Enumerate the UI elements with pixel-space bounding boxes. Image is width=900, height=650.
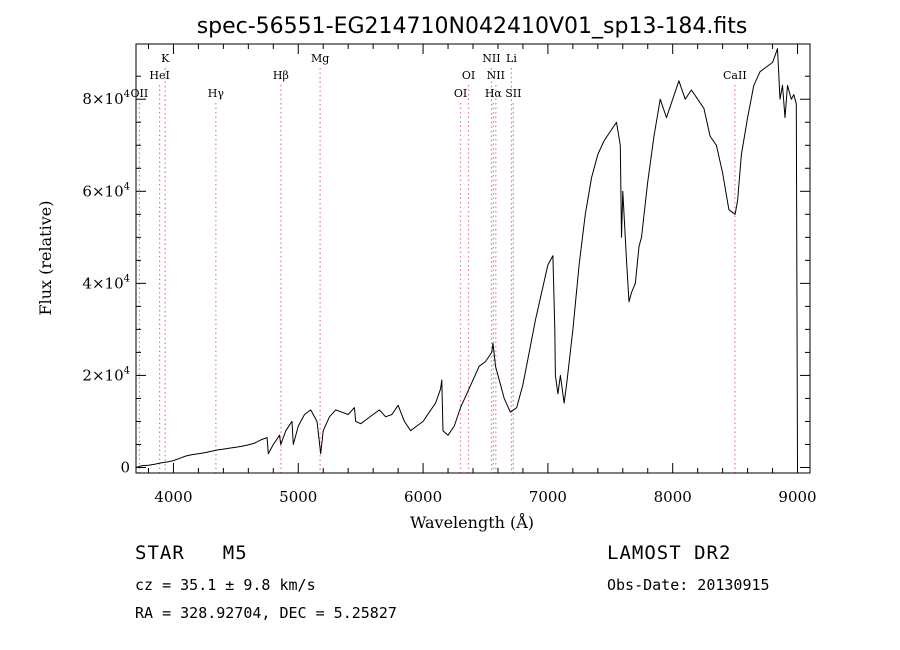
y-tick-label-2: 4×104 xyxy=(82,273,130,292)
spectral-line-label-13: CaII xyxy=(723,69,747,82)
x-tick-label-2: 6000 xyxy=(404,488,442,506)
spectrum-series-0 xyxy=(135,48,798,468)
survey-name: LAMOST DR2 xyxy=(607,542,732,564)
series-layer xyxy=(135,48,798,468)
plot-frame xyxy=(135,43,811,474)
coordinates: RA = 328.92704, DEC = 5.25827 xyxy=(135,604,397,622)
chart-title: spec-56551-EG214710N042410V01_sp13-184.f… xyxy=(197,14,748,39)
spectral-line-label-1: K xyxy=(161,52,170,65)
y-tick-label-3: 6×104 xyxy=(82,181,130,200)
spectral-line-markers: OII K HeI Hγ Hβ Mg OI OI NII NII Hα Li SII CaII xyxy=(131,52,747,473)
x-tick-label-1: 5000 xyxy=(279,488,317,506)
x-tick-label-4: 8000 xyxy=(654,488,692,506)
spectral-line-label-6: OI xyxy=(454,87,467,100)
y-tick-label-1: 2×104 xyxy=(82,365,130,384)
spectral-line-label-0: OII xyxy=(131,87,149,100)
x-tick-label-3: 7000 xyxy=(529,488,567,506)
spectral-line-label-11: Li xyxy=(506,52,517,65)
object-subclass: M5 xyxy=(222,542,248,564)
spectral-line-label-2: HeI xyxy=(149,69,169,82)
observation-date: Obs-Date: 20130915 xyxy=(607,576,770,594)
spectral-line-label-8: NII xyxy=(482,52,500,65)
x-axis-ticks: 4000 5000 6000 7000 8000 9000 xyxy=(147,44,817,506)
spectral-line-label-4: Hβ xyxy=(273,69,289,82)
spectral-line-label-3: Hγ xyxy=(208,87,225,100)
y-axis-label: Flux (relative) xyxy=(36,201,55,316)
y-tick-label-4: 8×104 xyxy=(82,89,130,108)
y-tick-label-0: 0 xyxy=(120,458,130,476)
y-axis-ticks: 0 2×104 4×104 6×104 8×104 xyxy=(82,75,810,476)
spectral-line-label-10: Hα xyxy=(485,87,503,100)
spectral-line-label-9: NII xyxy=(487,69,505,82)
x-axis-label: Wavelength (Å) xyxy=(410,512,534,532)
spectral-line-label-7: OI xyxy=(462,69,475,82)
spectral-line-label-5: Mg xyxy=(311,52,329,65)
spectral-line-label-12: SII xyxy=(505,87,521,100)
object-type-text: STAR xyxy=(135,542,185,564)
object-type: STAR M5 xyxy=(135,542,248,564)
redshift-cz: cz = 35.1 ± 9.8 km/s xyxy=(135,576,316,594)
x-tick-label-5: 9000 xyxy=(778,488,816,506)
x-tick-label-0: 4000 xyxy=(154,488,192,506)
